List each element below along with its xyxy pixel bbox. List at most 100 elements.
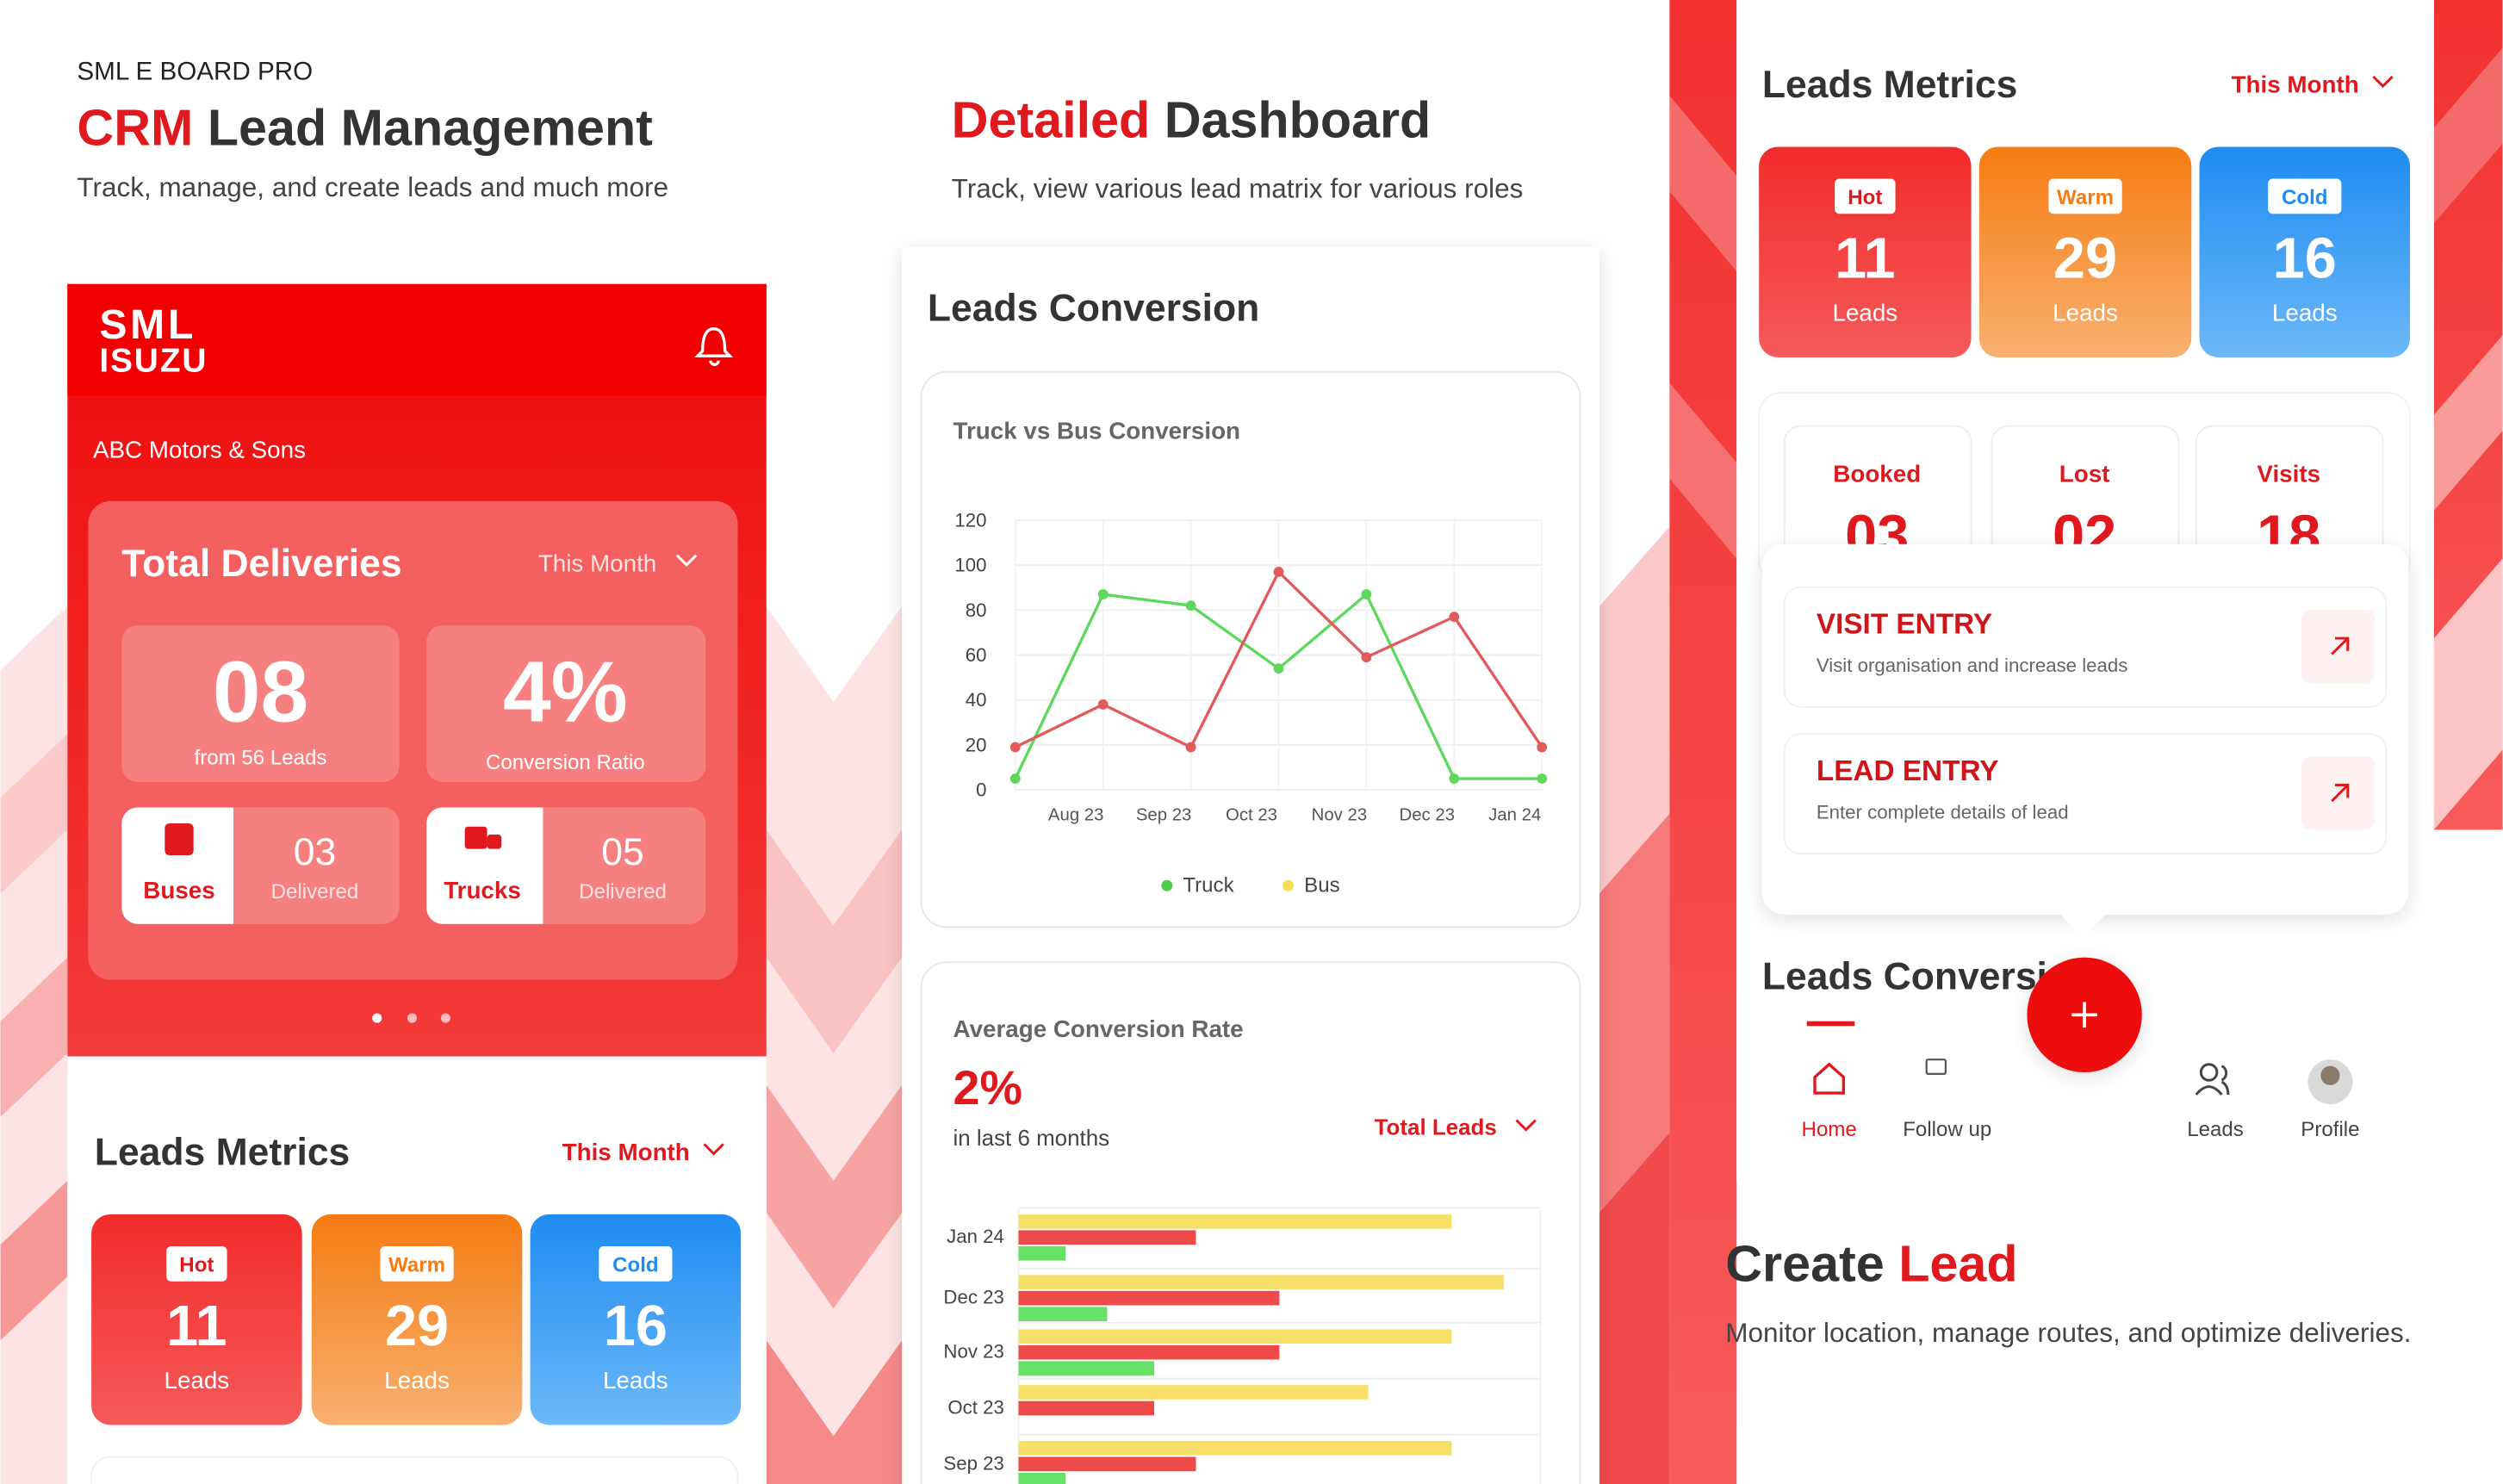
logo-bottom: ISUZU [99, 343, 208, 380]
metric-value: 29 [2053, 227, 2117, 290]
stat-label: Visits [2257, 461, 2320, 487]
nav-label[interactable]: Profile [2301, 1118, 2359, 1141]
point [1273, 663, 1284, 674]
nav-label[interactable]: Follow up [1903, 1118, 1991, 1141]
bar [1018, 1329, 1452, 1344]
bell-icon[interactable] [694, 326, 734, 366]
chevron [2372, 75, 2394, 89]
metric-card[interactable] [1759, 146, 1972, 358]
metric-label: Leads [603, 1367, 668, 1394]
bar [1018, 1230, 1196, 1245]
metric-label: Leads [165, 1367, 230, 1394]
tag: Warm [2057, 186, 2114, 209]
pager-dot[interactable] [440, 1013, 450, 1023]
metric-card[interactable] [1978, 146, 2192, 358]
subheading: Monitor location, manage routes, and opt… [1725, 1317, 2411, 1348]
menu-title: VISIT ENTRY [1817, 609, 1992, 641]
point [1097, 589, 1109, 600]
nav-label[interactable]: Home [1802, 1118, 1857, 1141]
point [1537, 773, 1548, 784]
heading-accent: Lead [1885, 1235, 2018, 1293]
heading-accent: CRM [77, 99, 193, 157]
truck-label: Trucks [444, 877, 521, 903]
legend-label: Truck [1183, 874, 1234, 897]
home-icon [1813, 1062, 1846, 1095]
period-select[interactable]: This Month [2232, 71, 2359, 97]
metric-card[interactable] [91, 1214, 302, 1425]
line-chart: 0 20 40 60 80 100 120 Aug 23 Sep 23 Oct 23 Nov 23 D… [954, 509, 1548, 897]
truck-icon [487, 834, 502, 849]
chevron [675, 554, 698, 567]
point [1273, 567, 1284, 577]
point [1361, 589, 1372, 600]
leads-icon [2195, 1065, 2230, 1096]
point [1185, 742, 1196, 753]
x-tick-label: Sep 23 [1136, 805, 1192, 824]
metric-label: Leads [1833, 299, 1898, 326]
tag-bg [2048, 178, 2122, 214]
plus-icon [2071, 1002, 2097, 1028]
stat-label: Lost [2059, 461, 2110, 487]
kicker: SML E BOARD PRO [77, 58, 313, 86]
company: ABC Motors & Sons [93, 437, 306, 463]
tag-bg [599, 1245, 673, 1282]
filter-select[interactable]: Total Leads [1375, 1115, 1497, 1139]
tag: Hot [1848, 186, 1882, 209]
menu-item[interactable] [1783, 733, 2388, 855]
stat-box [426, 625, 706, 782]
tag: Cold [612, 1254, 659, 1277]
menu-title: LEAD ENTRY [1817, 755, 1999, 787]
y-tick-label: 80 [966, 599, 987, 621]
period-select[interactable]: This Month [538, 550, 656, 576]
y-tick-label: 20 [966, 734, 987, 755]
period-select[interactable]: This Month [562, 1139, 690, 1165]
headline-sub: in last 6 months [953, 1127, 1110, 1151]
panel-create: Leads Metrics This Month Hot 11 Leads Warm 2… [1725, 0, 2434, 1348]
avatar [2320, 1065, 2340, 1085]
tag: Warm [388, 1254, 445, 1277]
bar [1018, 1290, 1280, 1306]
metric-card[interactable] [530, 1214, 742, 1425]
logo-top: SML [99, 301, 196, 348]
menu-desc: Visit organisation and increase leads [1817, 655, 2128, 676]
bar [1018, 1361, 1155, 1376]
point [1449, 612, 1460, 623]
bar-chart: Jan 24 Dec 23 Nov 23 Oct 23 Sep 23 [943, 1207, 1542, 1484]
point [1537, 742, 1548, 753]
arrow-icon [2331, 784, 2350, 803]
stat-label: Booked [1833, 461, 1921, 487]
nav-label[interactable]: Leads [2187, 1118, 2244, 1141]
tag: Cold [2282, 186, 2328, 209]
pager-dot[interactable] [407, 1013, 418, 1023]
metric-card[interactable] [2199, 146, 2411, 358]
bar [1018, 1344, 1280, 1360]
bus-icon [165, 823, 194, 856]
bar [1018, 1214, 1452, 1229]
tag-bg [166, 1245, 227, 1282]
menu-item[interactable] [1783, 586, 2388, 708]
deliveries-value: 08 [213, 643, 308, 740]
heading-rest: Create [1725, 1235, 1884, 1293]
pager-dot[interactable] [372, 1013, 382, 1023]
metric-value: 16 [2273, 227, 2337, 290]
tag-bg [2268, 178, 2342, 214]
metric-card[interactable] [311, 1214, 523, 1425]
y-tick-label: 100 [954, 555, 986, 576]
panel-dashboard: Detailed Dashboard Track, view various l… [902, 90, 1599, 1484]
tag-bg [1835, 178, 1896, 214]
legend-swatch [1161, 879, 1173, 891]
chevron [703, 1143, 724, 1156]
deliveries-sub: from 56 Leads [195, 746, 327, 769]
y-tick-label: 60 [966, 644, 987, 666]
next-card [90, 1456, 739, 1484]
stat-box [121, 625, 400, 782]
bar [1018, 1473, 1066, 1484]
bus-value: 03 [294, 831, 336, 873]
truck-icon-bg [426, 807, 543, 924]
bar [1018, 1307, 1108, 1322]
heading-accent: Detailed [952, 90, 1151, 148]
point [1361, 652, 1372, 663]
metric-label: Leads [2272, 299, 2338, 326]
